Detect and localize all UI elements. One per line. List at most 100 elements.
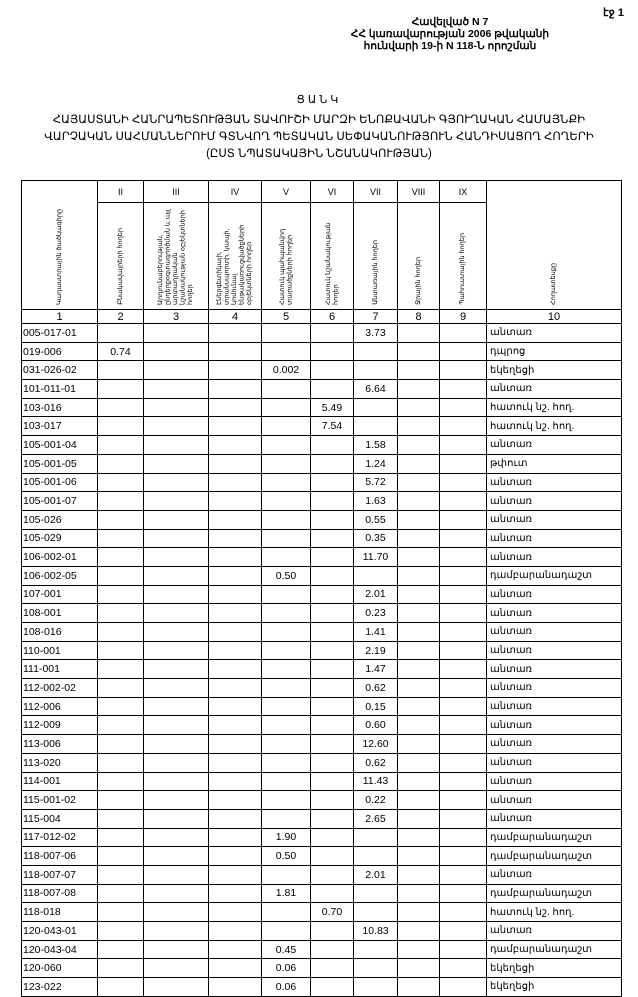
- table-row: 106-002-01 11.70 անտառ: [21, 547, 622, 567]
- area-value: [97, 846, 144, 866]
- area-value: [310, 472, 354, 493]
- area-value: [208, 846, 262, 866]
- header-text: Էներգետիկայի, տրանսպորտի, կապի, կոմունալ…: [216, 224, 254, 305]
- table-row: 108-001 0.23 անտառ: [21, 603, 622, 623]
- area-value: [397, 808, 440, 829]
- area-value: 3.73: [353, 323, 398, 343]
- header-roman: V: [261, 180, 311, 203]
- area-value: [310, 547, 354, 567]
- area-value: [397, 603, 440, 623]
- area-value: [97, 977, 144, 997]
- area-value: [397, 864, 440, 885]
- area-value: [208, 622, 262, 642]
- cadastral-code: 105-026: [21, 509, 98, 530]
- area-value: [261, 472, 311, 493]
- area-value: [397, 640, 440, 661]
- land-type: անտառ: [486, 323, 622, 343]
- area-value: [97, 827, 144, 848]
- area-value: [208, 752, 262, 773]
- land-type: անտառ: [486, 528, 622, 549]
- area-value: [310, 696, 354, 717]
- area-value: 2.01: [353, 584, 398, 605]
- cadastral-code: 112-009: [21, 715, 98, 736]
- area-value: [397, 360, 440, 381]
- area-value: [208, 678, 262, 698]
- area-value: 2.19: [353, 640, 398, 661]
- table-row: 120-043-04 0.45 դամբարանադաշտ: [21, 939, 622, 960]
- cadastral-code: 105-029: [21, 528, 98, 549]
- area-value: [143, 958, 209, 979]
- header-roman: IX: [439, 180, 487, 203]
- area-value: [439, 846, 487, 866]
- land-type: անտառ: [486, 771, 622, 792]
- header-text: Հատուկ պահպանվող տարածքների հողեր: [278, 228, 294, 305]
- table-row: 120-043-01 10.83 անտառ: [21, 921, 622, 941]
- area-value: [353, 902, 398, 922]
- table-row: 110-001 2.19 անտառ: [21, 640, 622, 661]
- area-value: [143, 902, 209, 922]
- area-value: [261, 715, 311, 736]
- header-text: Անտառային հողեր: [371, 240, 379, 305]
- cadastral-code: 117-012-02: [21, 827, 98, 848]
- area-value: 6.64: [353, 379, 398, 399]
- area-value: 1.81: [261, 883, 311, 904]
- area-value: [439, 977, 487, 997]
- area-value: [397, 509, 440, 530]
- table-row: 113-020 0.62 անտառ: [21, 752, 622, 773]
- area-value: [143, 435, 209, 455]
- area-value: [439, 472, 487, 493]
- cadastral-code: 118-018: [21, 902, 98, 922]
- area-value: 10.83: [353, 921, 398, 941]
- header-text: Հատուկ նշանակության հողեր: [324, 222, 340, 305]
- area-value: [397, 472, 440, 493]
- area-value: [143, 509, 209, 530]
- area-value: [97, 771, 144, 792]
- area-value: [261, 902, 311, 922]
- header-category: Հատուկ պահպանվող տարածքների հողեր: [261, 202, 311, 310]
- area-value: [439, 864, 487, 885]
- area-value: [97, 622, 144, 642]
- area-value: [439, 921, 487, 941]
- cadastral-code: 120-043-01: [21, 921, 98, 941]
- area-value: [310, 958, 354, 979]
- area-value: [310, 640, 354, 661]
- column-number: 2: [97, 309, 144, 324]
- table-row: 115-001-02 0.22 անտառ: [21, 790, 622, 810]
- header-text: Բնակավայրերի հողեր: [116, 228, 124, 305]
- cadastral-code: 120-060: [21, 958, 98, 979]
- area-value: [261, 808, 311, 829]
- header-category: Ջրային հողեր: [397, 202, 440, 310]
- area-value: [397, 752, 440, 773]
- area-value: [310, 977, 354, 997]
- cadastral-code: 107-001: [21, 584, 98, 605]
- cadastral-code: 113-006: [21, 734, 98, 754]
- area-value: [97, 864, 144, 885]
- land-type: եկեղեցի: [486, 958, 622, 979]
- table-row: 005-017-01 3.73 անտառ: [21, 323, 622, 343]
- area-value: [143, 416, 209, 437]
- area-value: [208, 958, 262, 979]
- area-value: [310, 323, 354, 343]
- area-value: [208, 360, 262, 381]
- cadastral-code: 114-001: [21, 771, 98, 792]
- area-value: [208, 435, 262, 455]
- table-row: 105-026 0.55 անտառ: [21, 509, 622, 530]
- header-roman: VI: [310, 180, 354, 203]
- area-value: [143, 397, 209, 418]
- annex-reference: Հավելված N 7 ՀՀ կառավարության 2006 թվակա…: [300, 16, 600, 52]
- table-row: 105-001-05 1.24 թփուտ: [21, 453, 622, 474]
- area-value: [439, 360, 487, 381]
- area-value: [208, 883, 262, 904]
- header-label-row: Բնակավայրերի հողեր Արդյունաբերության, ընդ…: [22, 202, 622, 310]
- area-value: [439, 734, 487, 754]
- area-value: [97, 528, 144, 549]
- area-value: [397, 734, 440, 754]
- area-value: [143, 584, 209, 605]
- area-value: [143, 659, 209, 680]
- area-value: [208, 509, 262, 530]
- cadastral-code: 105-001-04: [21, 435, 98, 455]
- area-value: [97, 790, 144, 810]
- area-value: [310, 453, 354, 474]
- table-row: 019-006 0.74 դպրոց: [21, 341, 622, 362]
- area-value: [439, 883, 487, 904]
